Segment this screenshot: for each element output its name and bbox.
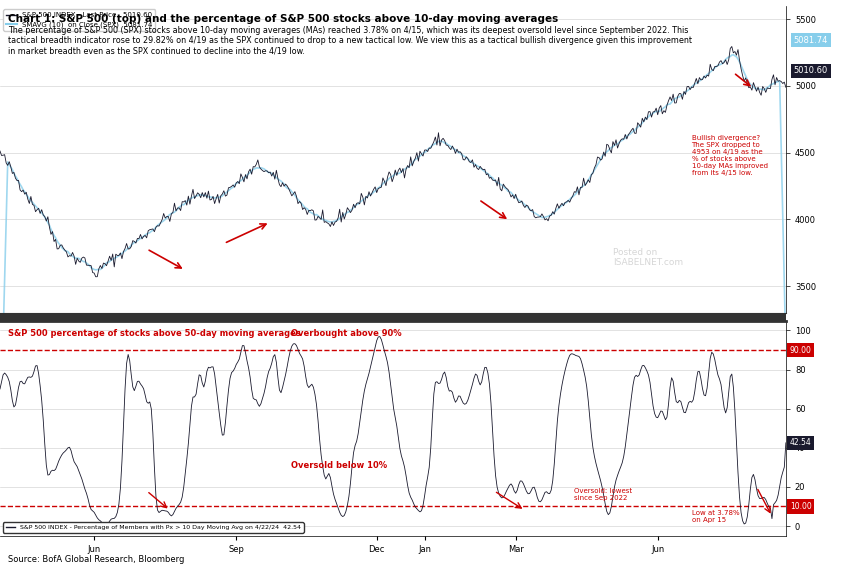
Text: 90.00: 90.00 (789, 345, 811, 355)
Text: Overbought above 90%: Overbought above 90% (290, 329, 401, 338)
Text: Bullish divergence?
The SPX dropped to
4953 on 4/19 as the
% of stocks above
10-: Bullish divergence? The SPX dropped to 4… (690, 135, 766, 176)
Text: 5010.60: 5010.60 (793, 66, 827, 75)
Text: 10.00: 10.00 (789, 502, 810, 511)
Text: S&P 500: S&P 500 (24, 22, 70, 32)
Text: Low at 3.78%
on Apr 15: Low at 3.78% on Apr 15 (690, 510, 738, 523)
Text: Chart 1: S&P 500 (top) and the percentage of S&P 500 stocks above 10-day moving : Chart 1: S&P 500 (top) and the percentag… (8, 14, 558, 25)
Legend: S&P 500 INDEX - Last Price   5010.60, SMAVG (10)  on Close (SPX)  5081.74: S&P 500 INDEX - Last Price 5010.60, SMAV… (3, 9, 155, 31)
Text: Oversold below 10%: Oversold below 10% (290, 461, 387, 470)
Legend: S&P 500 INDEX - Percentage of Members with Px > 10 Day Moving Avg on 4/22/24  42: S&P 500 INDEX - Percentage of Members wi… (3, 522, 303, 533)
Text: Source: BofA Global Research, Bloomberg: Source: BofA Global Research, Bloomberg (8, 555, 185, 564)
Text: Posted on
ISABELNET.com: Posted on ISABELNET.com (612, 247, 682, 267)
Text: 42.54: 42.54 (789, 438, 810, 447)
Text: 5081.74: 5081.74 (793, 35, 827, 44)
Text: Oversold: lowest
since Sep 2022: Oversold: lowest since Sep 2022 (573, 488, 631, 502)
Text: The percentage of S&P 500 (SPX) stocks above 10-day moving averages (MAs) reache: The percentage of S&P 500 (SPX) stocks a… (8, 26, 691, 55)
Text: S&P 500 percentage of stocks above 50-day moving averages: S&P 500 percentage of stocks above 50-da… (8, 329, 300, 338)
